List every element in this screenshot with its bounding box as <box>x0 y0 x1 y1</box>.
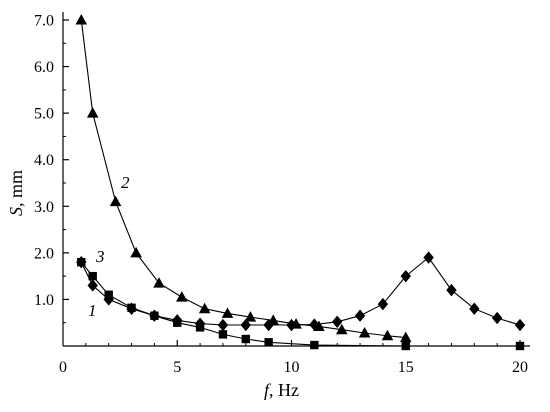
x-axis-unit: , Hz <box>269 380 299 400</box>
y-tick-label: 6.0 <box>34 59 54 76</box>
y-tick-label: 1.0 <box>34 292 54 309</box>
diamond-marker <box>446 283 457 297</box>
diamond-marker <box>469 302 480 315</box>
x-tick-label: 20 <box>512 359 528 376</box>
triangle-marker <box>198 302 211 314</box>
series <box>75 14 526 351</box>
square-marker <box>241 334 250 344</box>
diamond-marker <box>377 297 389 311</box>
square-marker <box>218 330 228 339</box>
triangle-marker <box>381 329 394 341</box>
diamond-marker <box>172 314 183 327</box>
x-tick-label: 15 <box>398 359 414 376</box>
triangle-marker <box>130 246 142 258</box>
triangle-marker <box>153 277 165 288</box>
triangle-marker <box>221 307 234 318</box>
square-marker <box>401 341 410 351</box>
diamond-marker <box>217 318 229 332</box>
triangle-marker <box>335 323 348 335</box>
diamond-marker <box>76 255 87 269</box>
diamond-marker <box>126 302 137 315</box>
series-labels: 1 2 3 <box>88 173 130 320</box>
diamond-marker <box>354 309 366 322</box>
triangle-marker <box>244 311 257 322</box>
diamond-marker <box>194 317 206 330</box>
series-3 <box>76 251 526 332</box>
x-tick-label: 10 <box>284 359 300 376</box>
triangle-marker <box>399 331 412 343</box>
series-label-2: 2 <box>121 173 130 192</box>
x-tick-label: 5 <box>173 359 181 376</box>
y-tick-label: 4.0 <box>34 152 54 169</box>
axes <box>62 12 530 347</box>
square-marker <box>515 341 525 351</box>
triangle-marker <box>86 107 99 118</box>
y-axis-title: S, mm <box>6 170 26 216</box>
y-tick-label: 7.0 <box>34 13 54 30</box>
square-marker <box>88 271 97 281</box>
series-label-3: 3 <box>95 247 105 266</box>
diamond-marker <box>286 318 297 332</box>
series-label-1: 1 <box>88 301 97 320</box>
triangle-marker <box>109 195 122 207</box>
diamond-marker <box>491 311 503 325</box>
diamond-marker <box>332 315 343 328</box>
y-tick-label: 2.0 <box>34 245 54 262</box>
diamond-marker <box>309 318 320 331</box>
square-marker <box>264 338 273 347</box>
y-tick-label: 3.0 <box>34 199 54 216</box>
x-origin-label: 0 <box>59 359 67 376</box>
triangle-marker <box>75 14 88 25</box>
series-line <box>80 19 406 339</box>
triangle-marker <box>176 291 188 302</box>
diamond-marker <box>400 269 411 283</box>
y-axis-unit: , mm <box>6 170 26 207</box>
diamond-marker <box>103 293 114 306</box>
y-axis-var: S <box>6 207 26 216</box>
diamond-marker <box>87 279 98 292</box>
diamond-marker <box>240 318 251 332</box>
series-line <box>80 261 520 347</box>
square-marker <box>310 340 319 350</box>
ticks: 5 10 15 20 0 1.0 2.0 3.0 4.0 5.0 6.0 7.0 <box>34 13 528 377</box>
diamond-marker <box>514 318 526 332</box>
y-tick-label: 5.0 <box>34 106 54 123</box>
triangle-marker <box>358 326 371 338</box>
diamond-marker <box>149 309 160 322</box>
x-axis-var: f <box>264 380 272 400</box>
series-1 <box>77 257 525 351</box>
x-axis-title: f, Hz <box>264 380 299 400</box>
diamond-marker <box>423 251 434 264</box>
diamond-marker <box>263 318 274 332</box>
